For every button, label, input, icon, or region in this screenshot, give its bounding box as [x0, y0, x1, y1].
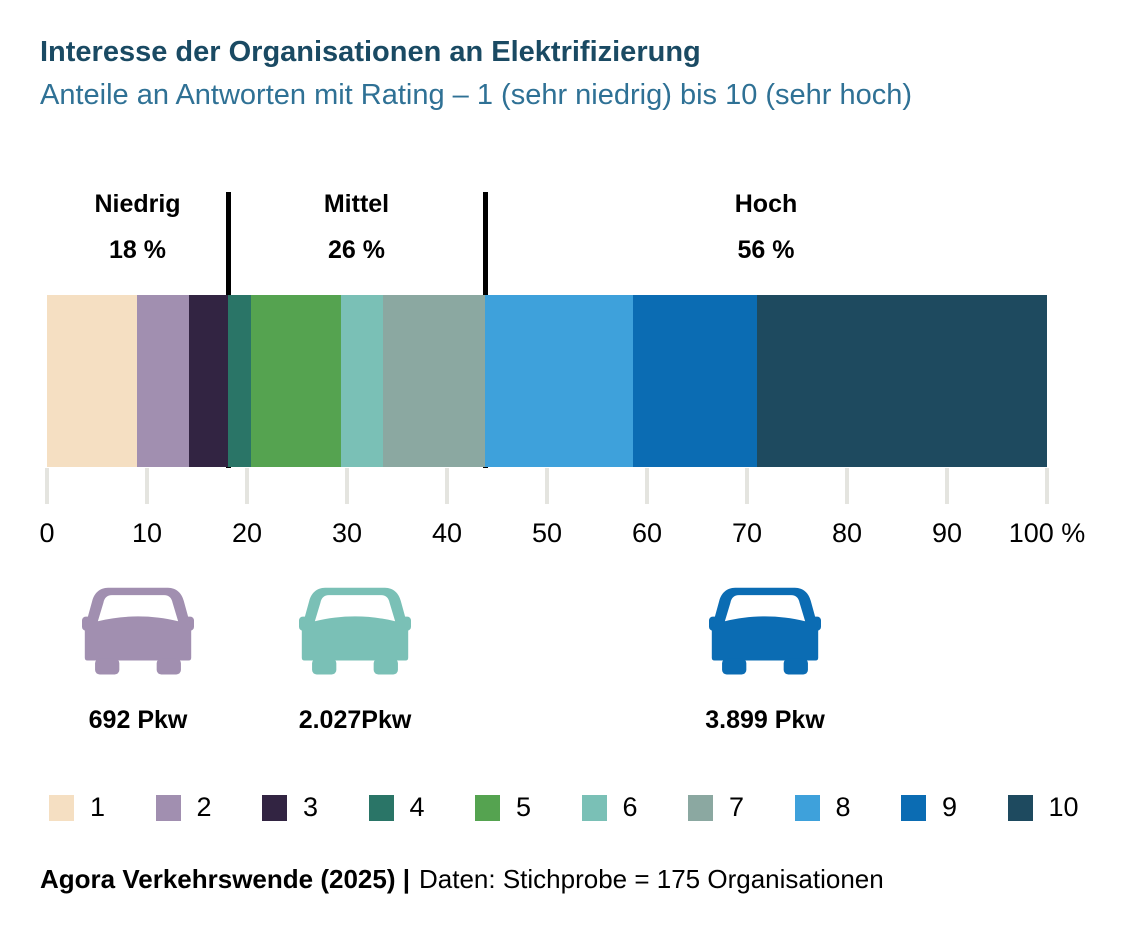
legend-label: 1 [90, 792, 106, 822]
axis-tick [845, 468, 849, 504]
legend-label: 2 [196, 792, 212, 822]
axis-tick-label: 60 [631, 518, 663, 548]
axis-tick [145, 468, 149, 504]
source-sample: Daten: Stichprobe = 175 Organisationen [419, 864, 884, 894]
car-icon [709, 587, 821, 675]
legend-label: 6 [622, 792, 638, 822]
car-group-hoch: 3.899 Pkw [685, 585, 845, 735]
axis-tick [245, 468, 249, 504]
bar-segment-rating-3 [189, 295, 228, 467]
source-line: Agora Verkehrswende (2025) | Daten: Stich… [40, 864, 884, 895]
bar-segment-rating-5 [251, 295, 341, 467]
axis-tick [445, 468, 449, 504]
axis-tick [45, 468, 49, 504]
car-count-label: 2.027Pkw [298, 706, 412, 734]
legend-label: 8 [835, 792, 851, 822]
bar-segment-rating-6 [341, 295, 383, 467]
legend-swatch [1007, 794, 1033, 821]
axis-tick-label: 10 [131, 518, 163, 548]
axis-tick-label: 50 [531, 518, 563, 548]
legend-item-2: 2 [155, 792, 212, 823]
bar-segment-rating-9 [633, 295, 757, 467]
legend-swatch [688, 794, 713, 821]
car-group-mittel: 2.027Pkw [275, 585, 435, 735]
group-name: Mittel [323, 190, 390, 218]
axis-tick-label: 70 [731, 518, 763, 548]
car-icon [82, 587, 194, 675]
legend-item-4: 4 [368, 792, 425, 823]
page-subtitle: Anteile an Antworten mit Rating – 1 (seh… [40, 79, 913, 111]
car-count-label: 3.899 Pkw [705, 706, 825, 734]
axis-tick [645, 468, 649, 504]
legend-item-1: 1 [49, 792, 105, 823]
legend-label: 7 [729, 792, 745, 822]
axis-tick [545, 468, 549, 504]
bar-segment-rating-2 [137, 295, 189, 467]
legend-item-9: 9 [901, 792, 957, 823]
group-percent: 18 % [109, 236, 166, 264]
group-label-niedrig: Niedrig 18 % [47, 190, 228, 265]
legend-swatch [368, 794, 394, 821]
legend-label: 10 [1048, 792, 1079, 822]
legend-item-5: 5 [475, 792, 531, 823]
legend-item-8: 8 [794, 792, 851, 823]
legend-item-7: 7 [688, 792, 744, 823]
legend-swatch [901, 794, 926, 821]
axis-tick-label: 90 [931, 518, 963, 548]
legend-item-3: 3 [262, 792, 318, 823]
axis-tick [745, 468, 749, 504]
car-icon [299, 587, 411, 675]
legend-swatch [581, 794, 607, 821]
bar-segment-rating-4 [228, 295, 251, 467]
axis-tick [345, 468, 349, 504]
legend-swatch [155, 794, 181, 821]
axis-tick [945, 468, 949, 504]
legend-swatch [794, 794, 820, 821]
legend-item-10: 10 [1007, 792, 1079, 823]
group-name: Niedrig [94, 190, 181, 218]
source-name: Agora Verkehrswende (2025) | [40, 864, 410, 894]
group-label-mittel: Mittel 26 % [228, 190, 485, 265]
bar-segment-rating-1 [47, 295, 137, 467]
legend-swatch [49, 794, 74, 821]
legend-item-6: 6 [581, 792, 638, 823]
legend-swatch [262, 794, 287, 821]
axis-tick-label: 80 [831, 518, 863, 548]
bar-segment-rating-10 [757, 295, 1047, 467]
stacked-bar [47, 295, 1047, 467]
legend-swatch [475, 794, 500, 821]
legend-label: 9 [942, 792, 958, 822]
bar-segment-rating-7 [383, 295, 485, 467]
legend-label: 3 [303, 792, 319, 822]
axis-tick-label: 100 % [1008, 518, 1086, 548]
axis-tick-label: 40 [431, 518, 463, 548]
page-title: Interesse der Organisationen an Elektrif… [40, 36, 701, 68]
car-group-niedrig: 692 Pkw [58, 585, 218, 735]
group-percent: 56 % [737, 236, 795, 264]
group-name: Hoch [734, 190, 798, 218]
car-count-label: 692 Pkw [88, 706, 188, 734]
group-label-hoch: Hoch 56 % [485, 190, 1047, 265]
axis-tick-label: 20 [231, 518, 263, 548]
axis-tick-label: 30 [331, 518, 363, 548]
legend-label: 5 [516, 792, 532, 822]
legend-label: 4 [409, 792, 425, 822]
bar-segment-rating-8 [485, 295, 633, 467]
axis-tick [1045, 468, 1049, 504]
group-percent: 26 % [328, 236, 385, 264]
axis-tick-label: 0 [39, 518, 55, 548]
